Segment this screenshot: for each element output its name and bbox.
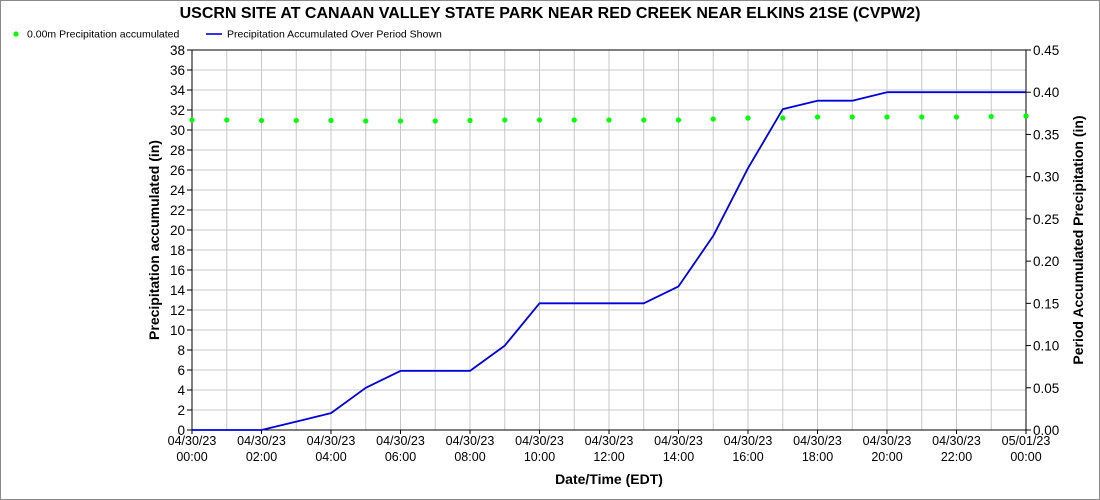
left-tick-label: 36 xyxy=(170,63,185,78)
legend-marker-points xyxy=(13,31,19,37)
chart-title: USCRN SITE AT CANAAN VALLEY STATE PARK N… xyxy=(180,5,921,22)
x-tick-time: 02:00 xyxy=(246,450,277,464)
data-point xyxy=(536,117,543,123)
data-point xyxy=(363,118,369,124)
x-tick-time: 12:00 xyxy=(593,450,624,464)
legend-label-line: Precipitation Accumulated Over Period Sh… xyxy=(227,29,442,41)
data-point xyxy=(606,117,612,123)
right-tick-label: 0.00 xyxy=(1033,423,1059,438)
left-tick-label: 2 xyxy=(177,403,185,418)
x-tick-time: 00:00 xyxy=(176,450,207,464)
left-tick-label: 34 xyxy=(170,83,186,98)
right-axis-title: Period Accumulated Precipitation (in) xyxy=(1070,115,1086,364)
x-axis-ticks: 04/30/23 00:00 04/30/23 02:00 04/30/23 04:00 0… xyxy=(168,430,1051,464)
left-tick-label: 24 xyxy=(170,183,186,198)
data-point xyxy=(328,117,334,124)
data-point xyxy=(884,114,890,120)
x-tick-date: 04/30/23 xyxy=(585,434,634,448)
data-point xyxy=(293,117,299,124)
data-point xyxy=(953,114,960,120)
right-tick-label: 0.15 xyxy=(1033,296,1059,311)
left-tick-label: 6 xyxy=(177,363,185,378)
left-tick-label: 8 xyxy=(177,343,185,358)
left-tick-label: 0 xyxy=(177,423,185,438)
x-tick-date: 04/30/23 xyxy=(515,434,564,448)
right-tick-label: 0.05 xyxy=(1033,381,1059,396)
gridlines xyxy=(191,49,1027,431)
right-tick-label: 0.30 xyxy=(1033,170,1059,185)
x-tick-time: 00:00 xyxy=(1010,450,1041,464)
data-point xyxy=(919,114,925,120)
left-tick-label: 4 xyxy=(177,383,185,398)
data-point xyxy=(814,114,821,120)
data-point xyxy=(1023,113,1029,119)
left-tick-label: 10 xyxy=(170,323,185,338)
x-tick-time: 14:00 xyxy=(663,450,694,464)
left-tick-label: 32 xyxy=(170,103,185,118)
data-point xyxy=(432,118,438,124)
left-tick-label: 12 xyxy=(170,303,185,318)
left-tick-label: 22 xyxy=(170,203,185,218)
x-tick-date: 04/30/23 xyxy=(654,434,703,448)
line-series xyxy=(192,91,1026,431)
right-tick-label: 0.40 xyxy=(1033,85,1059,100)
legend: 0.00m Precipitation accumulated Precipit… xyxy=(13,29,442,41)
data-point xyxy=(641,117,647,123)
x-tick-time: 18:00 xyxy=(802,450,833,464)
right-tick-label: 0.35 xyxy=(1033,127,1059,142)
data-point xyxy=(224,117,230,123)
points-series xyxy=(189,113,1029,124)
left-tick-label: 28 xyxy=(170,143,185,158)
x-tick-time: 06:00 xyxy=(385,450,416,464)
data-point xyxy=(988,113,994,120)
data-point xyxy=(571,117,577,123)
right-tick-label: 0.10 xyxy=(1033,339,1059,354)
left-tick-label: 30 xyxy=(170,123,185,138)
left-tick-label: 18 xyxy=(170,243,185,258)
data-point xyxy=(745,115,751,121)
left-axis-title: Precipitation accumulated (in) xyxy=(146,140,162,340)
accumulated-line xyxy=(192,91,1026,431)
data-point xyxy=(397,118,404,124)
x-tick-date: 04/30/23 xyxy=(168,434,217,448)
data-point xyxy=(675,117,682,123)
x-tick-date: 04/30/23 xyxy=(446,434,495,448)
x-tick-time: 08:00 xyxy=(454,450,485,464)
x-tick-time: 20:00 xyxy=(871,450,902,464)
x-tick-time: 22:00 xyxy=(941,450,972,464)
right-tick-label: 0.45 xyxy=(1033,43,1059,58)
left-tick-label: 16 xyxy=(170,263,185,278)
x-tick-time: 04:00 xyxy=(315,450,346,464)
data-point xyxy=(710,116,716,122)
data-point xyxy=(258,117,265,124)
right-tick-label: 0.25 xyxy=(1033,212,1059,227)
x-tick-date: 04/30/23 xyxy=(376,434,425,448)
data-point xyxy=(467,117,473,124)
data-point xyxy=(189,117,195,123)
x-tick-date: 04/30/23 xyxy=(724,434,773,448)
right-axis-ticks: 0.00 0.05 0.10 0.15 0.20 0.25 0.30 0.35 0.40 0.45 xyxy=(1026,43,1059,438)
x-tick-date: 04/30/23 xyxy=(932,434,981,448)
legend-label-points: 0.00m Precipitation accumulated xyxy=(27,29,179,41)
x-axis-title: Date/Time (EDT) xyxy=(555,471,663,487)
x-tick-date: 04/30/23 xyxy=(307,434,356,448)
x-tick-date: 04/30/23 xyxy=(237,434,286,448)
data-point xyxy=(780,115,786,121)
left-tick-label: 14 xyxy=(170,283,186,298)
x-tick-date: 04/30/23 xyxy=(863,434,912,448)
left-tick-label: 20 xyxy=(170,223,185,238)
right-tick-label: 0.20 xyxy=(1033,254,1059,269)
left-tick-label: 38 xyxy=(170,43,185,58)
x-tick-date: 05/01/23 xyxy=(1002,434,1051,448)
data-point xyxy=(849,114,855,120)
x-tick-date: 04/30/23 xyxy=(793,434,842,448)
x-tick-time: 10:00 xyxy=(524,450,555,464)
x-tick-time: 16:00 xyxy=(732,450,763,464)
data-point xyxy=(502,117,508,123)
left-tick-label: 26 xyxy=(170,163,185,178)
